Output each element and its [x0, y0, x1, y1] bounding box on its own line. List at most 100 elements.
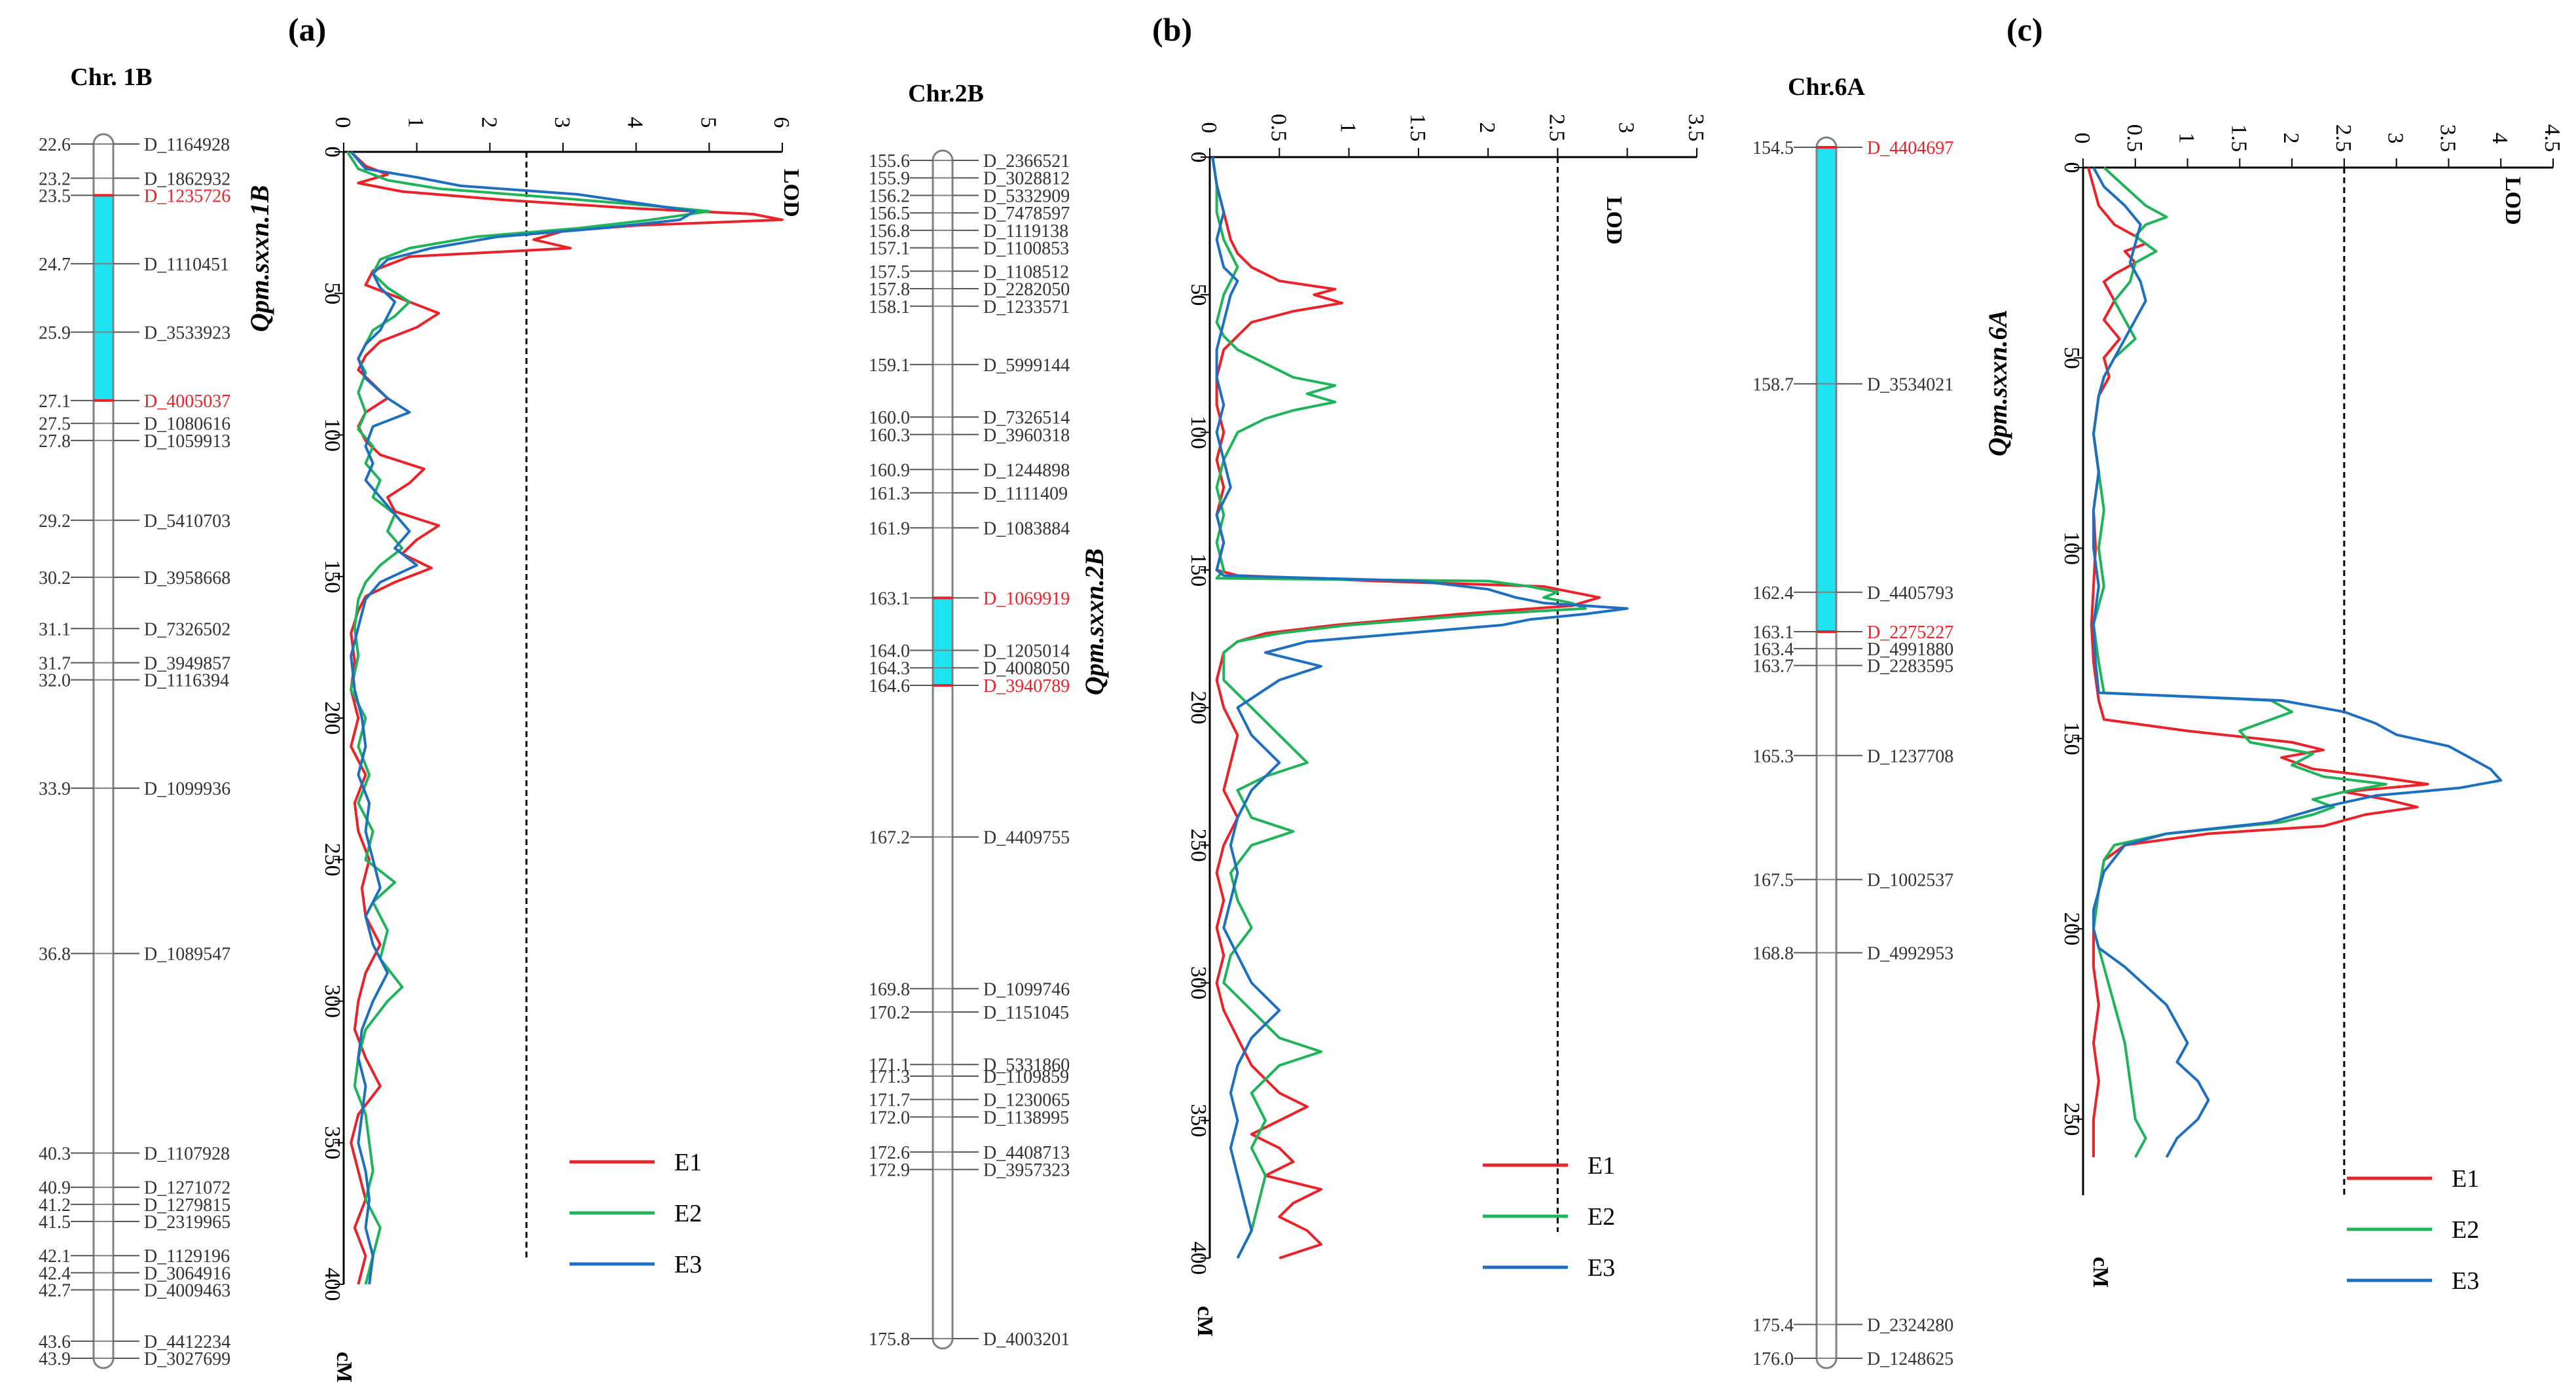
marker: 160.0 D_7326514 — [869, 408, 1070, 428]
marker-name: D_1129196 — [144, 1246, 230, 1267]
marker-position: 42.7 — [39, 1280, 71, 1301]
marker-position: 154.5 — [1752, 138, 1794, 158]
marker: 167.2 D_4409755 — [869, 828, 1070, 848]
marker-name: D_1080616 — [144, 414, 230, 435]
marker-position: 160.9 — [869, 460, 910, 480]
y-tick-label: 250 — [1186, 829, 1210, 862]
marker: 164.3 D_4008050 — [869, 659, 1070, 679]
marker: 43.6 D_4412234 — [39, 1332, 230, 1352]
marker-name: D_3027699 — [144, 1349, 230, 1369]
legend-3: E1 E2 E3 — [2347, 1165, 2479, 1295]
marker-name: D_3064916 — [144, 1263, 230, 1284]
x-tick-label: 3 — [550, 117, 574, 128]
marker-position: 171.7 — [869, 1091, 910, 1111]
marker-name: D_2366521 — [983, 151, 1070, 172]
marker: 164.6 D_3940789 — [869, 676, 1070, 696]
marker-position: 163.7 — [1752, 657, 1794, 677]
marker-position: 175.8 — [869, 1329, 910, 1350]
x-tick-label: 3.5 — [1684, 114, 1708, 142]
marker-position: 170.2 — [869, 1003, 910, 1023]
marker-position: 155.9 — [869, 169, 910, 189]
marker: 171.7 D_1230065 — [869, 1091, 1070, 1111]
marker-name: D_7478597 — [983, 204, 1070, 224]
marker: 163.1 D_2275227 — [1752, 623, 1953, 643]
marker-name: D_1244898 — [983, 460, 1070, 480]
marker-position: 31.1 — [39, 619, 71, 640]
marker-name: D_3028812 — [983, 169, 1070, 189]
marker-name: D_1109859 — [983, 1067, 1069, 1087]
marker-name: D_4008050 — [983, 659, 1070, 679]
marker-position: 158.1 — [869, 297, 910, 317]
x-tick-label: 3.5 — [2435, 124, 2459, 153]
marker-name: D_1059913 — [144, 431, 230, 452]
marker: 29.2 D_5410703 — [39, 511, 230, 532]
marker-position: 171.1 — [869, 1055, 910, 1075]
qtl-name: Qpm.sxxn.2B — [1079, 549, 1109, 696]
series-line-e2 — [346, 151, 711, 1285]
marker: 163.7 D_2283595 — [1752, 657, 1953, 677]
lod-plot-1: 0 1 2 3 4 5 6 0 50 100 150 200 250 300 350 400 Qpm.sxxn.… — [245, 117, 803, 1383]
marker-name: D_4991880 — [1867, 640, 1953, 660]
chromosome-3: Chr.6A 154.5 D_4404697 158.7 D_3534021 162.4 D… — [1752, 73, 1953, 1369]
marker: 167.5 D_1002537 — [1752, 871, 1953, 891]
marker-name: D_4003201 — [983, 1329, 1070, 1350]
marker-position: 157.8 — [869, 280, 910, 300]
chromosome-body — [92, 133, 115, 1369]
marker: 161.3 D_1111409 — [869, 484, 1068, 504]
marker-name: D_1099936 — [144, 779, 230, 799]
marker-position: 163.4 — [1752, 640, 1794, 660]
marker-position: 172.0 — [869, 1108, 910, 1128]
legend-label-e1: E1 — [1587, 1152, 1615, 1180]
lod-plot-2: 0 0.5 1 1.5 2 2.5 3 3.5 0 50 100 150 200 250 300 350 400… — [1079, 114, 1708, 1337]
marker: 172.9 D_3957323 — [869, 1161, 1070, 1181]
marker: 25.9 D_3533923 — [39, 323, 230, 343]
marker-position: 172.6 — [869, 1143, 910, 1163]
marker-name: D_5999144 — [983, 355, 1070, 376]
marker-name: D_1164928 — [144, 135, 230, 155]
marker-name: D_1083884 — [983, 518, 1070, 539]
series-line-e3 — [2092, 167, 2503, 1158]
marker-position: 161.3 — [869, 484, 910, 504]
panel-label-c: (c) — [2006, 11, 2043, 48]
panel-labels: (a) (b) (c) — [288, 11, 2043, 48]
series-line-e1 — [350, 151, 784, 1285]
marker-name: D_1089547 — [144, 945, 230, 965]
marker-name: D_1111409 — [983, 484, 1068, 504]
x-tick-label: 1.5 — [2226, 124, 2251, 153]
marker-name: D_1237708 — [1867, 746, 1953, 767]
y-tick-label: 0 — [2059, 162, 2084, 173]
chromosome-title: Chr.2B — [908, 80, 984, 107]
marker-name: D_2319965 — [144, 1212, 230, 1233]
x-tick-label: 2 — [1475, 122, 1499, 134]
x-tick-label: 4 — [623, 117, 647, 128]
marker-position: 167.2 — [869, 828, 910, 848]
marker-position: 27.1 — [39, 391, 71, 412]
marker-name: D_3534021 — [1867, 374, 1953, 395]
lod-plots: 0 1 2 3 4 5 6050100150200250300350400Qpm.sxxn.… — [245, 114, 2564, 1382]
legend-1: E1 E2 E3 — [570, 1149, 702, 1278]
qtl-name: Qpm.sxxn.1B — [245, 185, 274, 333]
chromosome-body — [932, 149, 954, 1350]
marker-name: D_2283595 — [1867, 657, 1953, 677]
marker: 32.0 D_1116394 — [39, 671, 229, 691]
marker-name: D_1138995 — [983, 1108, 1069, 1128]
marker-name: D_5410703 — [144, 511, 230, 532]
marker-position: 33.9 — [39, 779, 71, 799]
marker: 172.6 D_4408713 — [869, 1143, 1070, 1163]
legend-label-e2: E2 — [1587, 1203, 1615, 1231]
y-axis-label: cM — [1193, 1306, 1217, 1337]
x-tick-label: 2 — [477, 117, 501, 128]
series-line-e1 — [1211, 156, 1601, 1259]
marker: 162.4 D_4405793 — [1752, 583, 1953, 604]
marker-position: 32.0 — [39, 671, 71, 691]
marker-position: 168.8 — [1752, 943, 1794, 964]
marker-name: D_2275227 — [1867, 623, 1953, 643]
marker: 42.4 D_3064916 — [39, 1263, 230, 1284]
y-tick-label: 250 — [2059, 1102, 2084, 1136]
panel-label-b: (b) — [1152, 11, 1192, 48]
y-tick-label: 400 — [320, 1268, 344, 1301]
marker-name: D_1099746 — [983, 979, 1070, 1000]
marker-name: D_4992953 — [1867, 943, 1953, 964]
marker-name: D_4409755 — [983, 828, 1070, 848]
